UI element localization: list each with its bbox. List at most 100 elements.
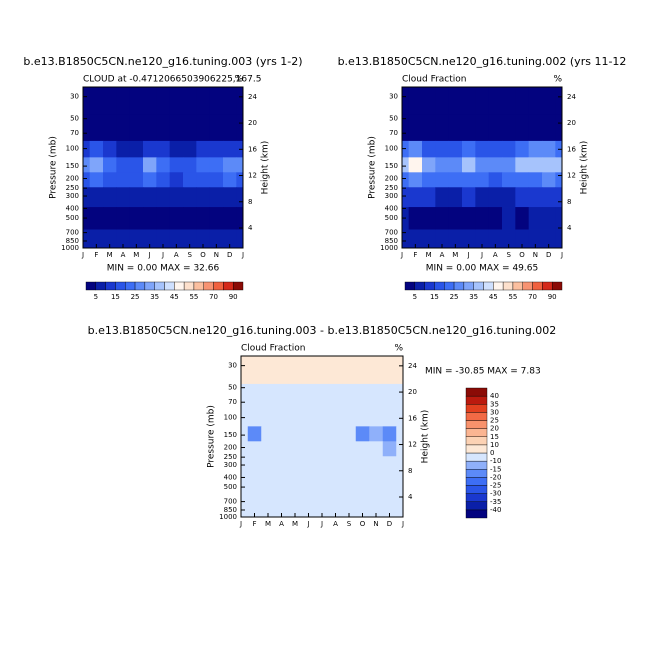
contour-cell — [328, 476, 343, 499]
contour-cell — [83, 87, 91, 116]
y-tick-label: 250 — [385, 184, 398, 192]
y-tick-label: 150 — [224, 431, 237, 439]
contour-cell — [555, 229, 563, 249]
contour-cell — [301, 498, 316, 518]
contour-cell — [209, 140, 224, 158]
colorbar-label: -10 — [490, 457, 501, 465]
contour-cell — [315, 409, 330, 427]
contour-cell — [435, 172, 450, 188]
colorbar-label: 20 — [490, 425, 499, 433]
x-tick-label: S — [506, 251, 511, 259]
x-tick-label: D — [387, 520, 392, 528]
contour-cell — [183, 157, 197, 173]
panel-title: b.e13.B1850C5CN.ne120_g16.tuning.003 - b… — [88, 324, 557, 337]
contour-cell — [301, 409, 316, 427]
stats: MIN = 0.00 MAX = 32.66 — [107, 264, 220, 274]
contour-cell — [542, 207, 556, 230]
y-tick-label: 850 — [385, 237, 398, 245]
contour-cell — [488, 187, 503, 208]
contour-cell — [462, 114, 476, 142]
contour-cell — [342, 426, 357, 442]
contour-cell — [315, 456, 330, 477]
contour-cell — [143, 207, 157, 230]
contour-cell — [223, 114, 237, 142]
colorbar-box — [95, 281, 106, 291]
colorbar-box — [465, 477, 488, 486]
contour-cell — [241, 409, 249, 427]
colorbar-box — [213, 281, 224, 291]
contour-cell — [89, 157, 104, 173]
contour-cell — [515, 114, 530, 142]
contour-cell — [223, 140, 237, 158]
stats: MIN = 0.00 MAX = 49.65 — [426, 264, 538, 274]
contour-cell — [196, 187, 211, 208]
contour-cell — [116, 172, 131, 188]
contour-cell — [261, 498, 276, 518]
y2-tick-label: 4 — [248, 224, 253, 232]
contour-cell — [223, 207, 237, 230]
y-tick-label: 200 — [224, 444, 237, 452]
contour-cell — [261, 356, 276, 385]
contour-cell — [116, 187, 131, 208]
x-tick-label: F — [413, 251, 417, 259]
contour-cell — [209, 87, 224, 116]
contour-cell — [223, 157, 237, 173]
contour-cell — [183, 187, 197, 208]
contour-cell — [274, 426, 289, 442]
contour-cell — [274, 456, 289, 477]
contour-cell — [408, 87, 423, 116]
colorbar-box — [444, 281, 455, 291]
x-tick-label: F — [94, 251, 98, 259]
y-axis-label: Pressure (mb) — [49, 136, 59, 199]
x-tick-label: S — [187, 251, 192, 259]
contour-cell — [301, 441, 316, 457]
contour-cell — [475, 114, 490, 142]
contour-cell — [315, 441, 330, 457]
contour-cell — [448, 207, 463, 230]
colorbar-box — [125, 281, 136, 291]
y-tick-label: 850 — [224, 506, 237, 514]
contour-cell — [475, 157, 490, 173]
contour-cell — [116, 157, 131, 173]
y-tick-label: 50 — [389, 115, 398, 123]
contour-cell — [448, 172, 463, 188]
contour-cell — [342, 498, 357, 518]
contour-cell — [301, 356, 316, 385]
y-tick-label: 250 — [66, 184, 79, 192]
x-tick-label: S — [347, 520, 352, 528]
contour-cell — [502, 229, 516, 249]
contour-cell — [355, 441, 370, 457]
contour-cell — [261, 409, 276, 427]
contour-cell — [408, 114, 423, 142]
contour-cell — [274, 441, 289, 457]
contour-cell — [274, 476, 289, 499]
contour-cell — [103, 140, 117, 158]
contour-cell — [89, 187, 104, 208]
contour-cell — [241, 456, 249, 477]
contour-cell — [515, 172, 530, 188]
contour-cell — [422, 172, 436, 188]
contour-cell — [223, 229, 237, 249]
contour-cell — [369, 476, 384, 499]
contour-cell — [448, 187, 463, 208]
contour-cell — [209, 187, 224, 208]
colorbar-box — [502, 281, 514, 291]
colorbar-label: 55 — [189, 293, 198, 301]
contour-cell — [555, 114, 563, 142]
x-tick-label: J — [81, 251, 84, 259]
contour-cell — [402, 229, 410, 249]
contour-cell — [542, 187, 556, 208]
contour-cell — [143, 87, 157, 116]
colorbar-label: -35 — [490, 498, 501, 506]
contour-cell — [475, 87, 490, 116]
x-tick-label: J — [161, 251, 164, 259]
colorbar-box — [183, 281, 195, 291]
colorbar-box — [453, 281, 465, 291]
contour-cell — [247, 441, 262, 457]
contour-cell — [422, 140, 436, 158]
units: % — [394, 344, 403, 354]
y-tick-label: 100 — [66, 145, 79, 153]
contour-cell — [542, 172, 556, 188]
colorbar-box — [85, 281, 97, 291]
